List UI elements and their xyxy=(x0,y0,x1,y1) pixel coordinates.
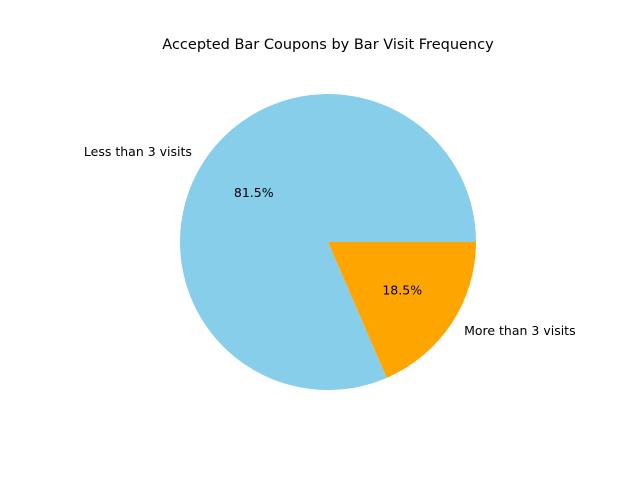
pie-labels: Less than 3 visits 81.5% More than 3 visit… xyxy=(84,144,576,338)
pie-slices xyxy=(179,94,476,391)
chart-title: Accepted Bar Coupons by Bar Visit Freque… xyxy=(162,37,494,53)
slice-label: Less than 3 visits xyxy=(84,144,192,159)
pie-slice-2 xyxy=(328,242,476,378)
pie-slice-1 xyxy=(179,94,476,391)
slice-percent-label: 18.5% xyxy=(382,282,422,297)
slice-percent-label: 81.5% xyxy=(234,185,274,200)
slice-label: More than 3 visits xyxy=(464,323,576,338)
